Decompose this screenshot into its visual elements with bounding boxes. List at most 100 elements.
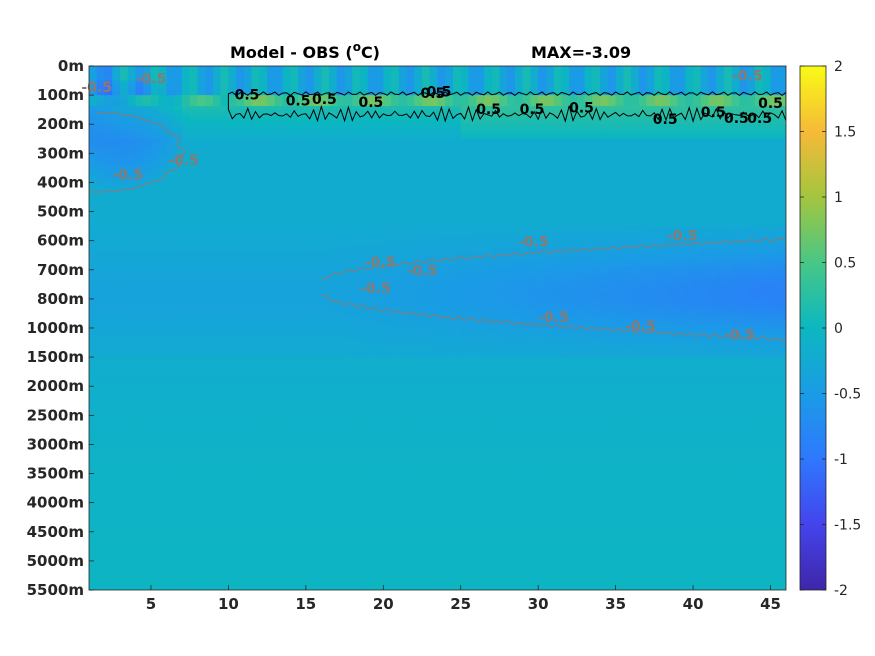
heatmap-cell xyxy=(236,342,245,347)
heatmap-cell xyxy=(189,553,199,558)
heatmap-cell xyxy=(251,579,260,584)
heatmap-cell xyxy=(344,495,353,500)
heatmap-cell xyxy=(236,520,245,526)
heatmap-cell xyxy=(251,429,260,435)
heatmap-cell xyxy=(321,135,330,140)
heatmap-cell xyxy=(228,324,237,329)
heatmap-cell xyxy=(336,342,346,347)
heatmap-cell xyxy=(243,226,253,231)
heatmap-cell xyxy=(305,287,315,293)
heatmap-cell xyxy=(197,160,206,165)
heatmap-cell xyxy=(166,138,175,144)
heatmap-cell xyxy=(158,211,168,216)
heatmap-cell xyxy=(119,182,129,187)
heatmap-cell xyxy=(96,491,106,496)
heatmap-cell xyxy=(329,342,338,347)
heatmap-cell xyxy=(344,186,353,191)
heatmap-cell xyxy=(181,109,191,114)
heatmap-cell xyxy=(243,353,253,358)
heatmap-cell xyxy=(89,295,98,300)
heatmap-cell xyxy=(352,284,361,289)
heatmap-cell xyxy=(150,84,160,89)
heatmap-cell xyxy=(197,215,206,220)
heatmap-cell xyxy=(267,80,276,85)
heatmap-cell xyxy=(267,346,276,351)
heatmap-cell xyxy=(336,218,346,224)
heatmap-cell xyxy=(329,237,338,242)
heatmap-cell xyxy=(298,233,307,238)
heatmap-cell xyxy=(143,229,152,234)
heatmap-cell xyxy=(174,240,183,245)
heatmap-cell xyxy=(174,426,183,431)
heatmap-cell xyxy=(220,211,229,216)
heatmap-cell xyxy=(243,557,253,562)
heatmap-cell xyxy=(112,528,121,533)
heatmap-cell xyxy=(321,95,330,100)
heatmap-cell xyxy=(313,346,322,351)
heatmap-cell xyxy=(259,84,268,89)
heatmap-cell xyxy=(290,113,299,118)
heatmap-cell xyxy=(251,106,260,111)
heatmap-cell xyxy=(143,237,152,242)
heatmap-cell xyxy=(89,215,98,220)
heatmap-cell xyxy=(298,571,307,577)
heatmap-cell xyxy=(112,178,121,184)
heatmap-cell xyxy=(321,218,330,224)
heatmap-cell xyxy=(89,226,98,231)
heatmap-cell xyxy=(259,262,268,267)
heatmap-cell xyxy=(251,520,260,526)
heatmap-cell xyxy=(251,135,260,140)
heatmap-cell xyxy=(251,309,260,315)
heatmap-cell xyxy=(243,400,253,406)
heatmap-cell xyxy=(119,313,129,318)
heatmap-cell xyxy=(158,502,168,507)
heatmap-cell xyxy=(298,564,307,569)
heatmap-cell xyxy=(104,106,113,111)
heatmap-cell xyxy=(150,513,160,518)
heatmap-cell xyxy=(166,531,175,537)
heatmap-cell xyxy=(352,269,361,275)
heatmap-cell xyxy=(321,146,330,151)
heatmap-cell xyxy=(104,95,113,100)
heatmap-cell xyxy=(251,138,260,144)
heatmap-cell xyxy=(150,273,160,278)
heatmap-cell xyxy=(150,440,160,446)
heatmap-cell xyxy=(243,568,253,573)
heatmap-cell xyxy=(228,258,237,264)
heatmap-cell xyxy=(282,211,291,216)
heatmap-cell xyxy=(220,291,229,296)
heatmap-cell xyxy=(274,324,284,329)
heatmap-cell xyxy=(158,200,168,205)
heatmap-cell xyxy=(189,313,199,318)
heatmap-cell xyxy=(313,553,322,558)
heatmap-cell xyxy=(274,437,284,442)
heatmap-cell xyxy=(274,200,284,205)
heatmap-cell xyxy=(205,153,214,158)
heatmap-cell xyxy=(298,269,307,275)
heatmap-cell xyxy=(181,207,191,213)
heatmap-cell xyxy=(119,328,129,333)
heatmap-cell xyxy=(212,408,222,413)
heatmap-cell xyxy=(127,87,137,93)
heatmap-cell xyxy=(220,73,229,78)
heatmap-cell xyxy=(181,247,191,253)
heatmap-cell xyxy=(298,138,307,144)
heatmap-cell xyxy=(150,313,160,318)
heatmap-cell xyxy=(89,73,98,78)
heatmap-cell xyxy=(336,397,346,402)
heatmap-cell xyxy=(290,160,299,165)
heatmap-cell xyxy=(212,502,222,507)
heatmap-cell xyxy=(305,335,315,340)
heatmap-cell xyxy=(158,495,168,500)
heatmap-cell xyxy=(243,553,253,558)
heatmap-cell xyxy=(290,426,299,431)
heatmap-cell xyxy=(158,553,168,558)
heatmap-cell xyxy=(189,171,199,176)
heatmap-cell xyxy=(212,451,222,456)
heatmap-cell xyxy=(89,247,98,253)
heatmap-cell xyxy=(197,546,206,551)
heatmap-cell xyxy=(181,222,191,227)
heatmap-cell xyxy=(189,135,199,140)
heatmap-cell xyxy=(290,284,299,289)
heatmap-cell xyxy=(89,146,98,151)
